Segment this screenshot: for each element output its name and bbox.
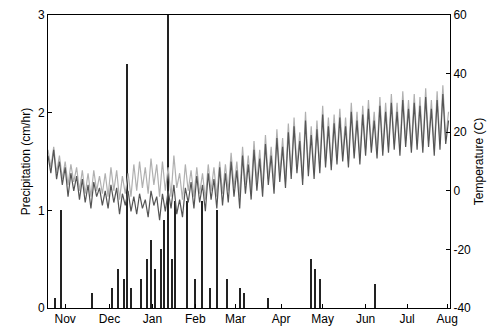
svg-text:Jun: Jun: [356, 312, 375, 326]
svg-text:40: 40: [453, 67, 467, 81]
svg-text:Dec: Dec: [99, 312, 120, 326]
svg-text:60: 60: [453, 8, 467, 22]
svg-text:0: 0: [453, 184, 460, 198]
svg-text:Mar: Mar: [225, 312, 246, 326]
svg-text:-40: -40: [453, 301, 471, 315]
svg-text:Apr: Apr: [272, 312, 291, 326]
svg-text:Jan: Jan: [143, 312, 162, 326]
svg-text:Nov: Nov: [54, 312, 75, 326]
svg-text:1: 1: [38, 204, 45, 218]
svg-text:Temperature (C): Temperature (C): [472, 118, 486, 205]
svg-text:Feb: Feb: [185, 312, 206, 326]
svg-text:2: 2: [38, 106, 45, 120]
svg-text:Aug: Aug: [436, 312, 457, 326]
svg-text:May: May: [311, 312, 334, 326]
svg-text:20: 20: [453, 125, 467, 139]
svg-text:Precipitation (cm/hr): Precipitation (cm/hr): [19, 108, 33, 215]
svg-text:-20: -20: [453, 243, 471, 257]
svg-text:3: 3: [38, 8, 45, 22]
svg-text:0: 0: [38, 301, 45, 315]
svg-text:Jul: Jul: [399, 312, 414, 326]
